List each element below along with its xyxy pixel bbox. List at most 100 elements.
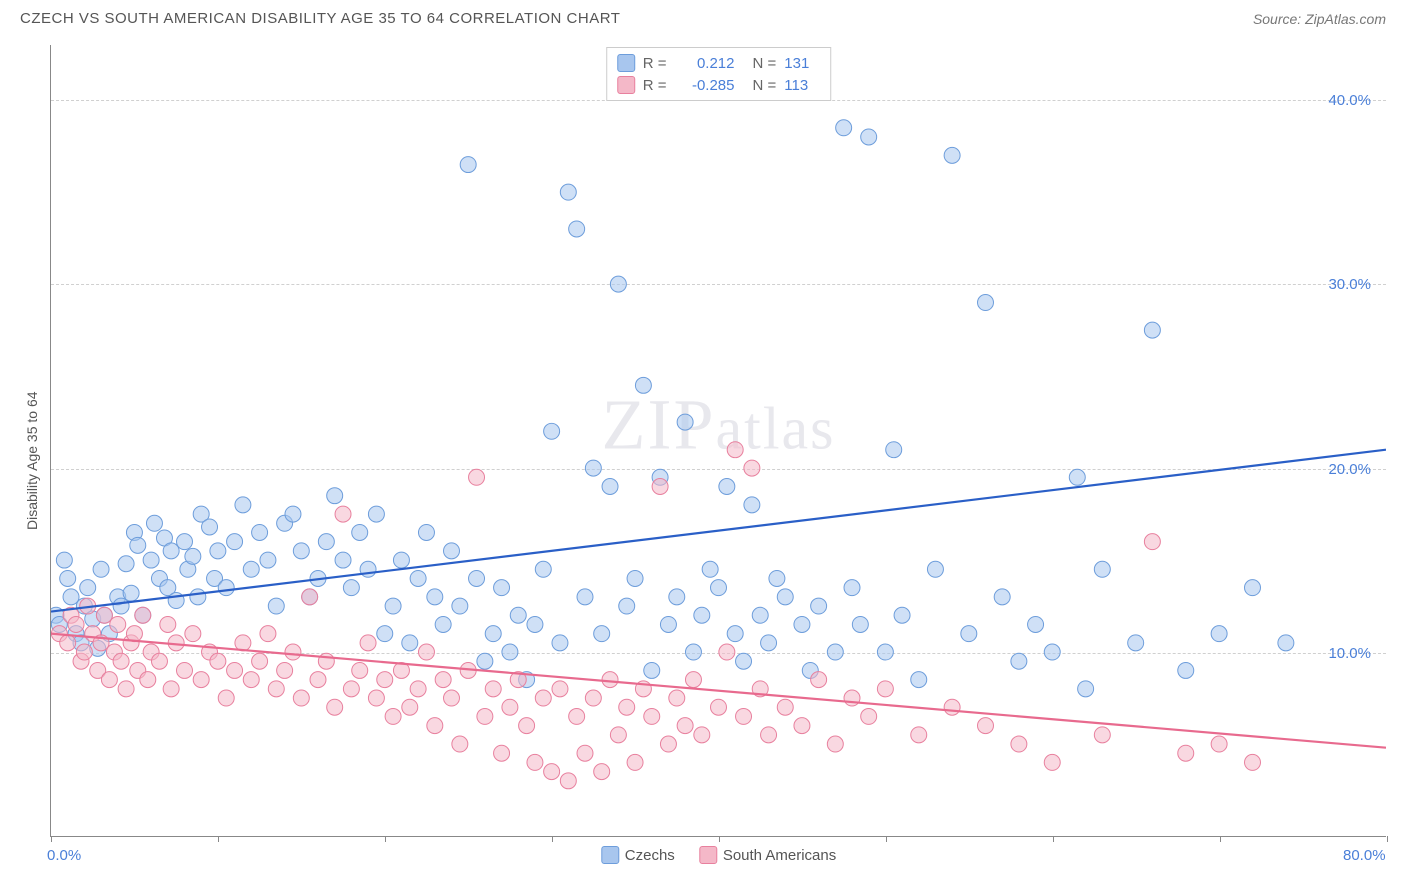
scatter-point bbox=[544, 764, 560, 780]
scatter-point bbox=[335, 506, 351, 522]
scatter-point bbox=[677, 718, 693, 734]
chart-title: CZECH VS SOUTH AMERICAN DISABILITY AGE 3… bbox=[20, 10, 620, 27]
scatter-point bbox=[635, 377, 651, 393]
scatter-point bbox=[585, 460, 601, 476]
scatter-point bbox=[227, 662, 243, 678]
scatter-point bbox=[1245, 580, 1261, 596]
scatter-point bbox=[318, 534, 334, 550]
scatter-point bbox=[63, 589, 79, 605]
scatter-point bbox=[435, 616, 451, 632]
scatter-point bbox=[1044, 754, 1060, 770]
scatter-point bbox=[327, 488, 343, 504]
legend-row: R =-0.285N =113 bbox=[617, 74, 821, 96]
scatter-point bbox=[777, 699, 793, 715]
scatter-point bbox=[811, 672, 827, 688]
scatter-point bbox=[994, 589, 1010, 605]
scatter-point bbox=[60, 570, 76, 586]
scatter-point bbox=[877, 681, 893, 697]
scatter-point bbox=[1178, 662, 1194, 678]
scatter-point bbox=[494, 745, 510, 761]
scatter-point bbox=[669, 589, 685, 605]
scatter-point bbox=[218, 690, 234, 706]
scatter-point bbox=[602, 672, 618, 688]
scatter-point bbox=[927, 561, 943, 577]
scatter-point bbox=[502, 699, 518, 715]
scatter-point bbox=[861, 129, 877, 145]
x-tick bbox=[719, 836, 720, 842]
scatter-point bbox=[585, 690, 601, 706]
scatter-point bbox=[68, 616, 84, 632]
scatter-point bbox=[627, 570, 643, 586]
correlation-legend: R =0.212N =131R =-0.285N =113 bbox=[606, 47, 832, 101]
scatter-point bbox=[1069, 469, 1085, 485]
legend-r-value: 0.212 bbox=[675, 55, 735, 72]
legend-r-value: -0.285 bbox=[675, 77, 735, 94]
scatter-point bbox=[469, 570, 485, 586]
chart-source: Source: ZipAtlas.com bbox=[1253, 11, 1386, 27]
legend-n-label: N = bbox=[753, 77, 777, 94]
legend-n-value: 113 bbox=[784, 77, 820, 94]
scatter-point bbox=[268, 598, 284, 614]
legend-swatch bbox=[617, 54, 635, 72]
scatter-point bbox=[444, 543, 460, 559]
scatter-point bbox=[811, 598, 827, 614]
scatter-point bbox=[1044, 644, 1060, 660]
scatter-point bbox=[794, 616, 810, 632]
scatter-point bbox=[552, 681, 568, 697]
scatter-point bbox=[1128, 635, 1144, 651]
scatter-point bbox=[393, 552, 409, 568]
scatter-point bbox=[60, 635, 76, 651]
scatter-point bbox=[836, 120, 852, 136]
scatter-point bbox=[736, 708, 752, 724]
scatter-point bbox=[427, 589, 443, 605]
legend-n-label: N = bbox=[753, 55, 777, 72]
scatter-point bbox=[163, 543, 179, 559]
scatter-point bbox=[702, 561, 718, 577]
legend-series-label: South Americans bbox=[723, 847, 836, 864]
scatter-point bbox=[535, 561, 551, 577]
scatter-point bbox=[761, 635, 777, 651]
scatter-point bbox=[402, 699, 418, 715]
scatter-point bbox=[844, 580, 860, 596]
scatter-point bbox=[711, 699, 727, 715]
legend-bottom-item: South Americans bbox=[699, 846, 836, 864]
scatter-point bbox=[1094, 727, 1110, 743]
scatter-point bbox=[352, 662, 368, 678]
scatter-point bbox=[610, 276, 626, 292]
scatter-point bbox=[1178, 745, 1194, 761]
scatter-plot-svg bbox=[51, 45, 1386, 836]
scatter-point bbox=[268, 681, 284, 697]
scatter-point bbox=[277, 662, 293, 678]
scatter-point bbox=[235, 635, 251, 651]
scatter-point bbox=[151, 653, 167, 669]
series-legend: CzechsSouth Americans bbox=[601, 846, 836, 864]
scatter-point bbox=[160, 616, 176, 632]
scatter-point bbox=[260, 626, 276, 642]
scatter-point bbox=[252, 524, 268, 540]
scatter-point bbox=[360, 635, 376, 651]
scatter-point bbox=[96, 607, 112, 623]
scatter-point bbox=[113, 653, 129, 669]
scatter-point bbox=[752, 607, 768, 623]
scatter-point bbox=[961, 626, 977, 642]
scatter-point bbox=[1028, 616, 1044, 632]
scatter-point bbox=[685, 644, 701, 660]
scatter-point bbox=[460, 157, 476, 173]
x-tick bbox=[51, 836, 52, 842]
scatter-point bbox=[335, 552, 351, 568]
scatter-point bbox=[1094, 561, 1110, 577]
scatter-point bbox=[293, 690, 309, 706]
scatter-point bbox=[852, 616, 868, 632]
scatter-point bbox=[485, 681, 501, 697]
x-tick bbox=[1220, 836, 1221, 842]
scatter-point bbox=[110, 616, 126, 632]
scatter-point bbox=[93, 561, 109, 577]
scatter-point bbox=[418, 524, 434, 540]
scatter-point bbox=[118, 681, 134, 697]
scatter-point bbox=[1211, 736, 1227, 752]
scatter-point bbox=[560, 184, 576, 200]
scatter-point bbox=[685, 672, 701, 688]
scatter-point bbox=[777, 589, 793, 605]
legend-swatch bbox=[699, 846, 717, 864]
scatter-point bbox=[660, 616, 676, 632]
